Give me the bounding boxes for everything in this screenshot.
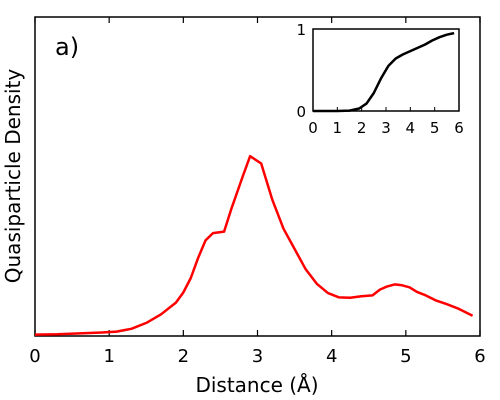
inset-ticks [312,28,460,112]
main-x-tick-label: 3 [252,346,263,367]
inset-x-tick-label: 5 [430,119,440,137]
main-x-tick-label: 5 [400,346,411,367]
inset-series-line [313,31,455,113]
inset-y-tick-label: 1 [296,21,306,39]
main-x-tick-label: 0 [29,346,40,367]
y-axis-label: Quasiparticle Density [1,69,25,284]
inset-tick-labels: 0 1 2 3 4 5 601 [296,21,463,137]
inset-x-tick-label: 3 [381,119,391,137]
inset-y-tick-label: 0 [296,103,306,121]
x-axis-label: Distance (Å) [195,373,318,397]
inset-x-tick-label: 4 [406,119,416,137]
inset-x-tick-label: 0 [308,119,318,137]
inset-x-tick-label: 6 [454,119,464,137]
inset-x-tick-label: 1 [333,119,343,137]
main-x-tick-labels: 0 1 2 3 4 5 6 [29,346,485,367]
main-x-ticks [34,17,481,336]
main-x-tick-label: 1 [103,346,114,367]
main-series-line [34,154,474,336]
inset-x-tick-label: 2 [357,119,367,137]
main-x-tick-label: 4 [326,346,337,367]
main-x-tick-label: 2 [178,346,189,367]
panel-label: a) [55,33,79,61]
main-x-tick-label: 6 [474,346,485,367]
